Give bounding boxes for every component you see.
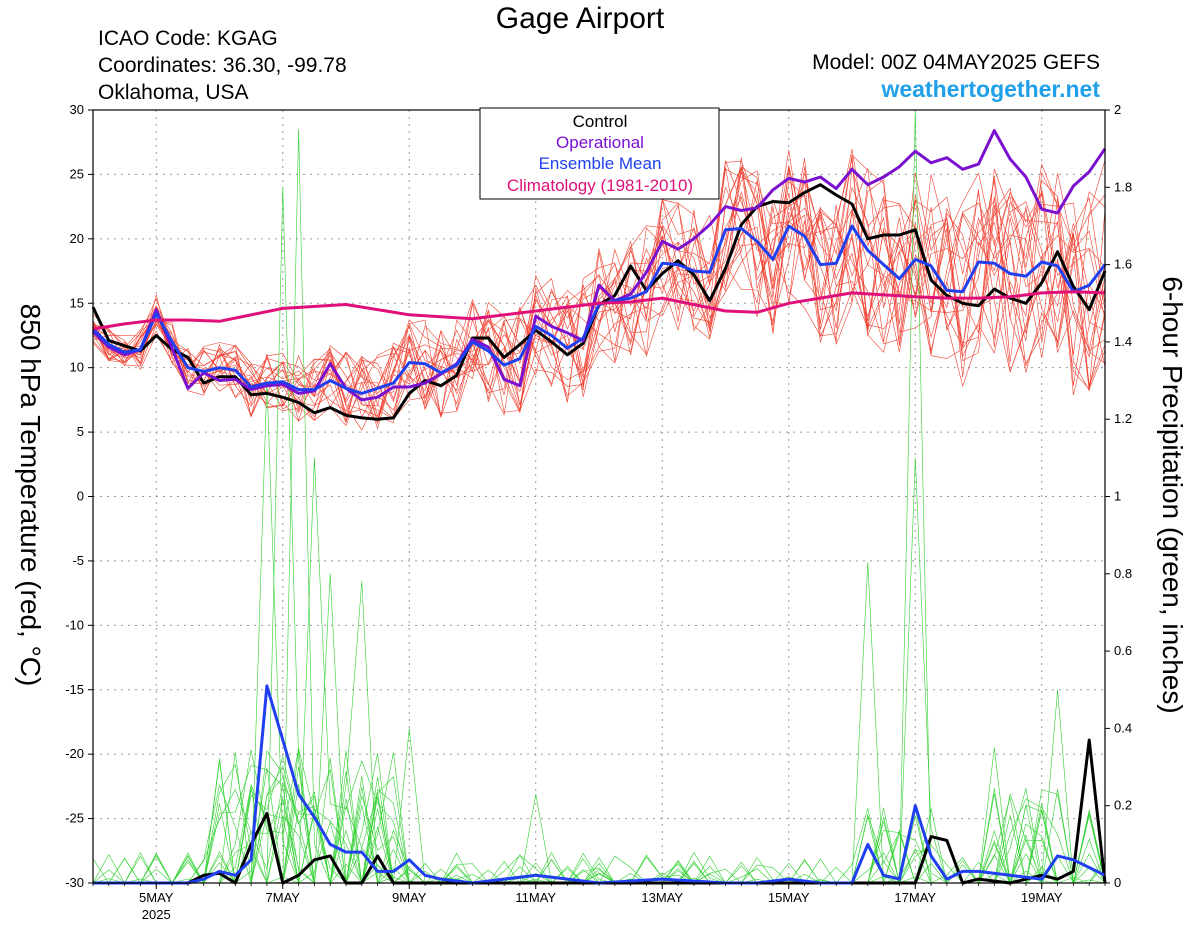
precip-control-line xyxy=(93,738,1107,885)
y-tick-label: 10 xyxy=(70,360,84,375)
precip-member-line xyxy=(92,798,1106,884)
y2-tick-label: 0 xyxy=(1114,875,1121,890)
y-tick-label: 30 xyxy=(70,102,84,117)
precip-member-line xyxy=(92,562,1106,884)
temp-ensemble-mean-line xyxy=(91,224,1107,395)
y-tick-label: -10 xyxy=(65,617,84,632)
y2-tick-label: 0.2 xyxy=(1114,798,1132,813)
y-tick-label: 20 xyxy=(70,231,84,246)
legend-operational: Operational xyxy=(556,133,644,152)
y-tick-label: -20 xyxy=(65,746,84,761)
location: Oklahoma, USA xyxy=(98,81,249,104)
temp-operational-line xyxy=(91,129,1107,402)
y2-tick-label: 1.2 xyxy=(1114,411,1132,426)
x-tick-label: 19MAY xyxy=(1021,890,1063,905)
y2-tick-label: 1.6 xyxy=(1114,257,1132,272)
x-tick-label: 15MAY xyxy=(768,890,810,905)
coordinates: Coordinates: 36.30, -99.78 xyxy=(98,54,347,77)
temp-member-line xyxy=(92,150,1106,422)
temp-climatology-1981-2010-line xyxy=(92,290,1106,331)
y2-tick-label: 0.8 xyxy=(1114,566,1132,581)
y-tick-label: -15 xyxy=(65,682,84,697)
axis-ticks: 302520151050-5-10-15-20-25-3021.81.61.41… xyxy=(65,102,1132,922)
y-tick-label: -5 xyxy=(72,553,84,568)
grid-lines xyxy=(93,110,1105,883)
y2-tick-label: 1 xyxy=(1114,489,1121,504)
y2-tick-label: 1.8 xyxy=(1114,179,1132,194)
precip-ensemble-mean-line xyxy=(93,684,1106,885)
legend-climatology: Climatology (1981-2010) xyxy=(507,176,693,195)
x-tick-label: 9MAY xyxy=(392,890,427,905)
temp-member-line xyxy=(92,166,1106,417)
precip-member-line xyxy=(92,457,1106,884)
icao-code: ICAO Code: KGAG xyxy=(98,27,278,50)
y2-tick-label: 0.6 xyxy=(1114,643,1132,658)
y2-tick-label: 0.4 xyxy=(1114,720,1132,735)
y-tick-label: 0 xyxy=(77,489,84,504)
y-tick-label: 5 xyxy=(77,424,84,439)
precip-member-line xyxy=(93,573,1106,884)
x-tick-label: 7MAY xyxy=(266,890,301,905)
temp-member-line xyxy=(92,179,1106,430)
y2-tick-label: 2 xyxy=(1114,102,1121,117)
temp-member-line xyxy=(92,160,1106,422)
x-tick-label: 11MAY xyxy=(515,890,556,905)
model-run: Model: 00Z 04MAY2025 GEFS xyxy=(812,51,1100,74)
precip-member-line xyxy=(93,581,1106,884)
y2-tick-label: 1.4 xyxy=(1114,334,1132,349)
x-tick-label: 13MAY xyxy=(641,890,683,905)
x-tick-label: 17MAY xyxy=(894,890,936,905)
precip-member-line xyxy=(93,129,1106,884)
legend-ensemble-mean: Ensemble Mean xyxy=(539,154,662,173)
y-tick-label: 25 xyxy=(70,166,84,181)
y-tick-label: -25 xyxy=(65,811,84,826)
precip-member-line xyxy=(93,380,1105,885)
page-title: Gage Airport xyxy=(495,2,665,35)
series-lines xyxy=(91,129,1107,885)
legend-box: Control Operational Ensemble Mean Climat… xyxy=(479,107,720,200)
x-tick-label: 5MAY xyxy=(139,890,174,905)
y-tick-label: -30 xyxy=(65,875,84,890)
x-tick-sublabel: 2025 xyxy=(142,907,171,922)
site-link[interactable]: weathertogether.net xyxy=(881,76,1100,102)
legend-control: Control xyxy=(573,112,628,131)
y-tick-label: 15 xyxy=(70,295,84,310)
